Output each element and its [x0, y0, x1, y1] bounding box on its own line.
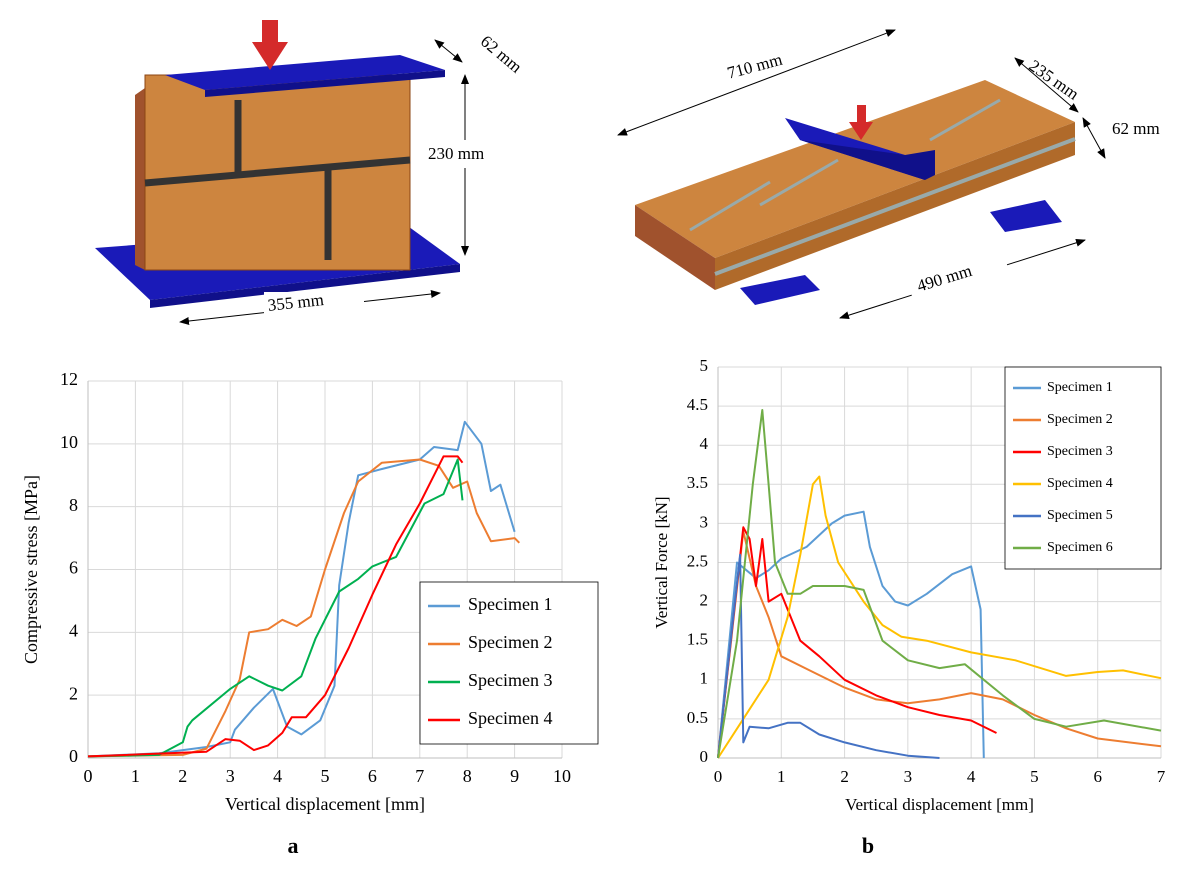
y-tick-label: 1.5 — [687, 630, 708, 649]
x-tick-label: 6 — [368, 766, 377, 786]
y-tick-label: 1 — [700, 669, 709, 688]
x-tick-label: 7 — [415, 766, 424, 786]
x-axis-title: Vertical displacement [mm] — [845, 795, 1034, 814]
x-tick-label: 1 — [131, 766, 140, 786]
x-tick-label: 4 — [967, 767, 976, 786]
x-tick-label: 6 — [1093, 767, 1102, 786]
x-tick-label: 5 — [1030, 767, 1039, 786]
dimension-label: 62 mm — [477, 32, 526, 77]
legend-label: Specimen 1 — [468, 594, 552, 614]
x-tick-label: 2 — [840, 767, 849, 786]
y-tick-label: 10 — [60, 432, 78, 452]
figure: 62 mm 230 mm 355 mm 710 mm 235 mm 62 mm … — [0, 0, 1186, 885]
y-tick-label: 3.5 — [687, 473, 708, 492]
y-axis-title: Vertical Force [kN] — [652, 496, 671, 628]
legend-label: Specimen 3 — [1047, 444, 1113, 459]
y-tick-label: 2 — [69, 683, 78, 703]
x-tick-label: 10 — [553, 766, 571, 786]
x-axis-title: Vertical displacement [mm] — [225, 794, 425, 814]
panel-label: a — [288, 833, 299, 858]
data-line — [88, 460, 463, 757]
x-tick-label: 3 — [226, 766, 235, 786]
legend-label: Specimen 3 — [468, 670, 552, 690]
data-line — [718, 527, 997, 758]
wall-diagram — [95, 20, 515, 322]
dimension-label: 230 mm — [428, 144, 484, 163]
x-tick-label: 0 — [84, 766, 93, 786]
y-tick-label: 0.5 — [687, 708, 708, 727]
dimension-label: 235 mm — [1025, 56, 1082, 104]
y-tick-label: 4 — [700, 434, 709, 453]
x-tick-label: 4 — [273, 766, 282, 786]
legend-label: Specimen 2 — [468, 632, 552, 652]
y-tick-label: 12 — [60, 369, 78, 389]
legend-label: Specimen 6 — [1047, 540, 1113, 555]
x-tick-label: 7 — [1157, 767, 1166, 786]
data-line — [718, 512, 984, 758]
y-tick-label: 6 — [69, 558, 78, 578]
y-tick-label: 0 — [69, 746, 78, 766]
dimension-label: 62 mm — [1112, 119, 1160, 138]
panel-label: b — [862, 833, 874, 858]
x-tick-label: 2 — [178, 766, 187, 786]
legend-label: Specimen 1 — [1047, 380, 1113, 395]
data-line — [88, 456, 463, 756]
y-tick-label: 2 — [700, 591, 709, 610]
x-tick-label: 9 — [510, 766, 519, 786]
x-tick-label: 5 — [321, 766, 330, 786]
legend-label: Specimen 2 — [1047, 412, 1113, 427]
x-tick-label: 3 — [904, 767, 913, 786]
x-tick-label: 8 — [463, 766, 472, 786]
y-tick-label: 4.5 — [687, 395, 708, 414]
legend-label: Specimen 4 — [468, 708, 552, 728]
legend-box — [1005, 367, 1161, 569]
y-tick-label: 2.5 — [687, 551, 708, 570]
y-tick-label: 3 — [700, 512, 709, 531]
y-tick-label: 4 — [69, 620, 78, 640]
x-tick-label: 0 — [714, 767, 723, 786]
legend-label: Specimen 4 — [1047, 476, 1113, 491]
x-tick-label: 1 — [777, 767, 786, 786]
y-axis-title: Compressive stress [MPa] — [21, 475, 41, 664]
y-tick-label: 8 — [69, 495, 78, 515]
y-tick-label: 0 — [700, 747, 709, 766]
legend-label: Specimen 5 — [1047, 508, 1113, 523]
y-tick-label: 5 — [700, 356, 709, 375]
dimension-label: 710 mm — [725, 50, 784, 83]
